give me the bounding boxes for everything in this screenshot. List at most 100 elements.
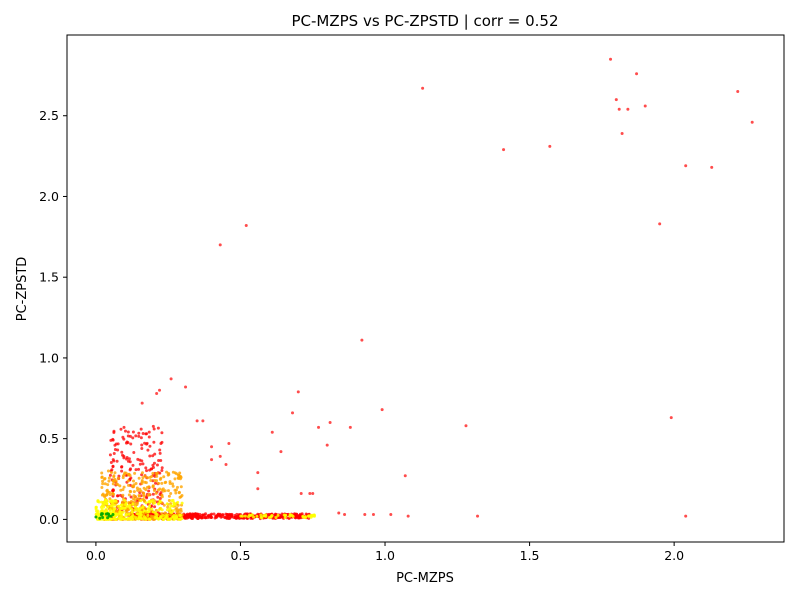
data-point	[262, 514, 266, 518]
data-point	[304, 516, 308, 520]
data-point	[110, 504, 114, 508]
data-point	[132, 450, 136, 454]
data-point	[139, 510, 143, 514]
data-point	[136, 497, 140, 501]
data-point	[115, 459, 119, 463]
data-point	[214, 514, 218, 518]
data-point	[276, 513, 280, 517]
data-point	[158, 487, 162, 491]
data-point	[151, 471, 155, 475]
y-axis-label: PC-ZPSTD	[15, 257, 30, 322]
data-point	[169, 502, 173, 506]
data-point	[223, 515, 227, 519]
data-point	[166, 517, 170, 521]
data-point	[136, 507, 140, 511]
data-point	[121, 493, 125, 497]
data-point	[108, 473, 112, 477]
data-point	[157, 459, 161, 463]
data-point	[201, 419, 205, 423]
data-point	[101, 516, 105, 519]
data-point	[160, 468, 164, 472]
data-point	[218, 454, 222, 458]
data-point	[371, 513, 375, 517]
data-point	[129, 476, 133, 480]
data-point	[233, 515, 237, 519]
data-point	[138, 458, 142, 462]
data-point	[138, 507, 142, 511]
data-point	[137, 431, 141, 435]
data-point	[116, 476, 120, 480]
data-point	[94, 515, 98, 519]
data-point	[270, 430, 274, 434]
data-point	[300, 512, 304, 516]
data-point	[183, 516, 187, 520]
data-point	[189, 516, 193, 520]
data-point	[102, 500, 106, 504]
data-point	[337, 511, 341, 515]
data-point	[146, 507, 150, 511]
y-tick-label: 2.0	[39, 189, 59, 204]
data-point	[256, 471, 260, 475]
data-point	[421, 86, 425, 90]
data-point	[176, 500, 180, 504]
data-point	[175, 506, 179, 510]
data-point	[156, 426, 160, 430]
data-point	[146, 476, 150, 480]
data-point	[122, 517, 126, 521]
data-point	[161, 514, 165, 518]
data-point	[175, 485, 179, 489]
data-point	[127, 457, 131, 461]
data-point	[120, 450, 124, 454]
data-point	[267, 512, 271, 516]
data-point	[168, 506, 172, 510]
data-point	[209, 513, 213, 517]
data-point	[165, 508, 169, 512]
data-point	[256, 487, 260, 491]
data-point	[153, 501, 156, 505]
data-point	[151, 424, 155, 428]
data-point	[180, 493, 184, 497]
data-point	[137, 467, 141, 471]
data-point	[162, 475, 166, 479]
data-point	[138, 462, 142, 466]
data-point	[103, 510, 107, 514]
data-point	[127, 501, 131, 505]
data-point	[103, 515, 107, 519]
data-point	[100, 486, 104, 490]
data-point	[152, 427, 156, 431]
data-point	[155, 512, 159, 516]
data-point	[108, 493, 112, 497]
data-point	[102, 477, 106, 481]
data-point	[171, 498, 175, 502]
data-point	[152, 440, 156, 444]
data-point	[157, 481, 161, 485]
data-point	[146, 448, 150, 452]
data-point	[139, 427, 143, 431]
data-point	[126, 483, 130, 487]
data-point	[134, 468, 138, 472]
data-point	[137, 434, 141, 438]
data-point	[297, 515, 301, 519]
data-point	[130, 508, 134, 512]
data-point	[169, 377, 173, 381]
data-point	[154, 508, 158, 512]
data-point	[174, 515, 178, 519]
data-point	[289, 513, 293, 517]
data-point	[216, 512, 220, 516]
x-tick-label: 0.5	[231, 548, 251, 563]
data-point	[139, 436, 143, 440]
data-point	[187, 513, 191, 517]
data-point	[169, 504, 173, 508]
data-point	[148, 504, 152, 508]
chart-title: PC-MZPS vs PC-ZPSTD | corr = 0.52	[291, 12, 558, 30]
data-point	[135, 512, 139, 516]
data-point	[168, 517, 172, 521]
data-point	[259, 515, 263, 519]
data-point	[135, 501, 139, 505]
data-point	[112, 452, 116, 456]
data-point	[153, 452, 157, 456]
data-point	[104, 498, 108, 502]
data-point	[178, 513, 182, 517]
data-point	[96, 499, 100, 503]
data-point	[229, 514, 233, 518]
